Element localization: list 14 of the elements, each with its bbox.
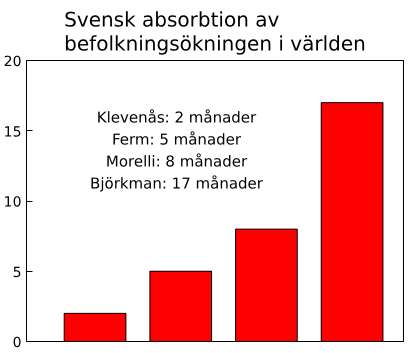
y-tick-label: 5 (12, 264, 22, 281)
annotation: Klevenås: 2 månader (96, 108, 258, 126)
bar (235, 228, 298, 342)
annotation: Morelli: 8 månader (106, 152, 248, 170)
bar (320, 102, 384, 342)
annotation: Ferm: 5 månader (112, 130, 242, 148)
y-tick-label: 15 (4, 124, 22, 140)
bar (64, 312, 126, 342)
bar (149, 270, 212, 342)
y-tick-label: 20 (4, 54, 22, 70)
y-tick-label: 0 (12, 335, 22, 351)
chart-title: Svensk absorbtion av befolkningsökningen i världen (64, 8, 366, 56)
annotation: Björkman: 17 månader (90, 174, 264, 192)
y-tick-label: 10 (4, 194, 22, 210)
